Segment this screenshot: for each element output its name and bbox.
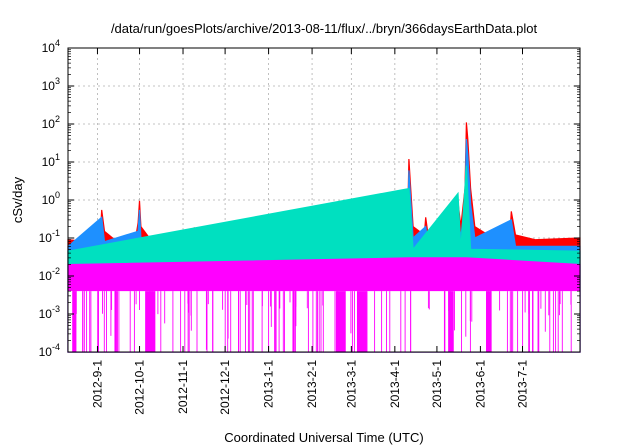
- x-tick-label: 2013-4-1: [388, 360, 402, 408]
- x-tick-label: 2013-1-1: [262, 360, 276, 408]
- dropout-block: [448, 291, 454, 352]
- x-axis: 2012-9-1 2012-10-1 2012-11-1 2012-12-1 2013-…: [90, 48, 529, 415]
- x-tick-label: 2013-5-1: [430, 360, 444, 408]
- dropout-block: [356, 291, 367, 352]
- x-tick-label: 2013-7-1: [515, 360, 529, 408]
- chart-title: /data/run/goesPlots/archive/2013-08-11/f…: [111, 21, 538, 36]
- x-tick-label: 2013-6-1: [473, 360, 487, 408]
- x-tick-label: 2013-2-1: [305, 360, 319, 408]
- x-tick-label: 2012-11-1: [176, 360, 190, 414]
- y-tick-label: 103: [42, 76, 60, 93]
- dropout-block: [145, 291, 155, 352]
- x-tick-label: 2012-12-1: [218, 360, 232, 415]
- dropout-block: [335, 291, 346, 352]
- y-axis-label: cSv/day: [10, 176, 25, 223]
- x-axis-label: Coordinated Universal Time (UTC): [224, 430, 423, 445]
- y-tick-label: 102: [42, 114, 60, 131]
- x-tick-label: 2012-10-1: [133, 360, 147, 415]
- y-tick-label: 10-1: [39, 228, 60, 245]
- plot-area: [67, 122, 581, 353]
- y-tick-label: 100: [42, 190, 60, 207]
- y-tick-label: 10-2: [39, 266, 60, 283]
- y-tick-label: 104: [42, 38, 60, 55]
- grid: [68, 48, 580, 352]
- y-tick-label: 101: [42, 152, 60, 169]
- x-tick-label: 2013-3-1: [344, 360, 358, 408]
- y-tick-label: 10-4: [39, 342, 60, 359]
- dropout-block: [486, 291, 492, 352]
- y-tick-label: 10-3: [39, 304, 60, 321]
- dropout-block: [72, 291, 77, 352]
- low-band: [68, 291, 580, 352]
- x-tick-label: 2012-9-1: [90, 360, 104, 408]
